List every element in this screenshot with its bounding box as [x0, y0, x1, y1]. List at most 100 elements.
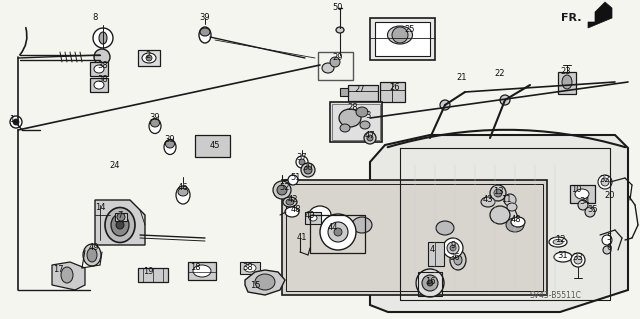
Circle shape — [578, 200, 588, 210]
Text: 39: 39 — [200, 13, 211, 23]
Circle shape — [93, 28, 113, 48]
Ellipse shape — [340, 124, 350, 132]
Ellipse shape — [554, 252, 572, 262]
Text: 47: 47 — [365, 130, 375, 139]
Bar — [418, 272, 442, 296]
Polygon shape — [340, 88, 348, 96]
Ellipse shape — [87, 248, 97, 262]
Polygon shape — [370, 135, 628, 312]
Ellipse shape — [309, 206, 331, 224]
Bar — [332, 104, 380, 140]
Text: 48: 48 — [291, 205, 301, 214]
Bar — [310, 215, 365, 253]
Text: 26: 26 — [390, 84, 400, 93]
Circle shape — [490, 185, 506, 201]
Text: 23: 23 — [561, 68, 572, 77]
Ellipse shape — [436, 221, 454, 235]
Text: 40: 40 — [305, 211, 316, 219]
Ellipse shape — [356, 107, 368, 117]
Ellipse shape — [149, 118, 161, 133]
Text: 11: 11 — [500, 196, 511, 204]
Bar — [305, 212, 321, 224]
Bar — [282, 180, 547, 295]
Bar — [570, 185, 595, 203]
Text: 28: 28 — [348, 103, 358, 113]
Text: 44: 44 — [328, 224, 339, 233]
Circle shape — [304, 166, 312, 174]
Circle shape — [301, 163, 315, 177]
Ellipse shape — [146, 55, 152, 61]
Circle shape — [10, 116, 22, 128]
Circle shape — [367, 135, 373, 141]
Ellipse shape — [339, 109, 361, 127]
Ellipse shape — [454, 255, 462, 265]
Text: 1: 1 — [10, 115, 15, 124]
Text: 6: 6 — [606, 243, 612, 253]
Text: 14: 14 — [95, 204, 105, 212]
Bar — [240, 262, 260, 274]
Text: 22: 22 — [495, 70, 505, 78]
Circle shape — [364, 132, 376, 144]
Bar — [370, 18, 435, 60]
Ellipse shape — [309, 215, 317, 221]
Circle shape — [440, 100, 450, 110]
Ellipse shape — [105, 207, 135, 242]
Circle shape — [574, 256, 582, 264]
Text: 41: 41 — [297, 234, 307, 242]
Text: 21: 21 — [457, 73, 467, 83]
Text: 42: 42 — [288, 196, 298, 204]
Text: 18: 18 — [189, 263, 200, 272]
Ellipse shape — [507, 203, 517, 211]
Text: 13: 13 — [493, 188, 503, 197]
Text: 31: 31 — [557, 250, 568, 259]
Text: 15: 15 — [250, 280, 260, 290]
Text: 38: 38 — [243, 263, 253, 272]
Ellipse shape — [283, 197, 297, 207]
Ellipse shape — [336, 27, 344, 33]
Circle shape — [13, 119, 19, 125]
Bar — [188, 262, 216, 280]
Circle shape — [422, 275, 438, 291]
Ellipse shape — [83, 244, 101, 266]
Text: 50: 50 — [333, 4, 343, 12]
Circle shape — [443, 238, 463, 258]
Circle shape — [603, 246, 611, 254]
Bar — [428, 242, 444, 266]
Ellipse shape — [575, 189, 589, 199]
Circle shape — [601, 178, 609, 186]
Ellipse shape — [150, 119, 159, 127]
Text: 19: 19 — [143, 268, 153, 277]
Circle shape — [330, 57, 340, 67]
Circle shape — [273, 181, 291, 199]
Ellipse shape — [178, 188, 188, 196]
Bar — [195, 135, 230, 157]
Text: 2: 2 — [145, 50, 150, 60]
Text: 45: 45 — [210, 140, 220, 150]
Circle shape — [427, 280, 433, 286]
Bar — [558, 72, 576, 94]
Text: 8: 8 — [92, 13, 98, 23]
Ellipse shape — [481, 197, 495, 207]
Ellipse shape — [164, 139, 176, 154]
Text: 32: 32 — [600, 175, 611, 184]
Polygon shape — [52, 262, 85, 290]
Ellipse shape — [286, 199, 294, 205]
Text: 9: 9 — [451, 241, 456, 249]
Text: 48: 48 — [511, 216, 522, 225]
Ellipse shape — [506, 218, 524, 232]
Bar — [90, 62, 108, 76]
Circle shape — [571, 253, 585, 267]
Circle shape — [94, 49, 110, 65]
Ellipse shape — [511, 217, 525, 227]
Ellipse shape — [142, 53, 156, 63]
Text: 4: 4 — [429, 246, 435, 255]
Ellipse shape — [176, 186, 190, 204]
Text: 33: 33 — [573, 254, 584, 263]
Circle shape — [334, 228, 342, 236]
Bar — [286, 184, 543, 291]
Circle shape — [416, 269, 444, 297]
Ellipse shape — [94, 65, 104, 73]
Polygon shape — [95, 200, 145, 245]
Ellipse shape — [166, 140, 175, 148]
Text: FR.: FR. — [561, 13, 582, 23]
